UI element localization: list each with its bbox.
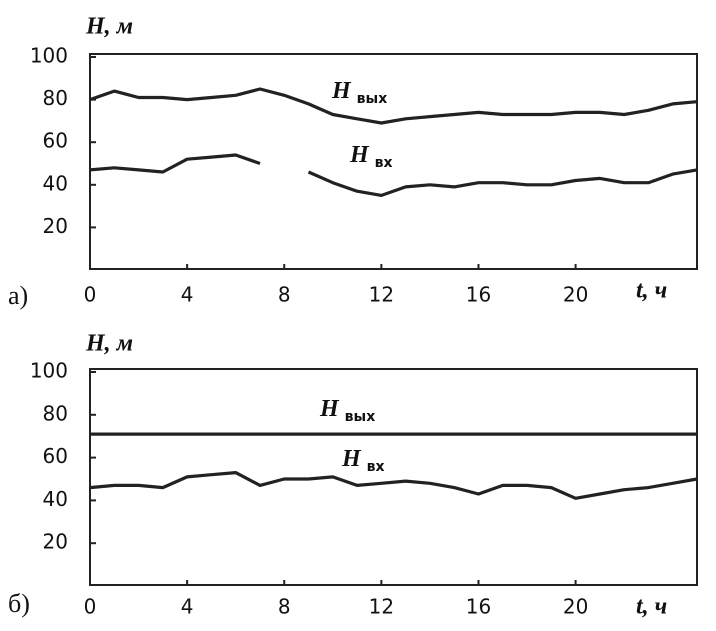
- x-tick-label: 8: [278, 595, 291, 619]
- plot-frame: [89, 368, 698, 586]
- y-tick-label: 60: [43, 129, 68, 153]
- x-tick-label: 12: [369, 595, 394, 619]
- series-name: H: [341, 446, 362, 472]
- series-name: H: [331, 78, 352, 104]
- x-tick-label: 4: [181, 283, 194, 307]
- series-name: H: [349, 142, 370, 168]
- y-axis-label: H, м: [85, 331, 133, 357]
- series-line: [89, 87, 698, 125]
- series-line: [89, 153, 698, 197]
- y-tick-label: 20: [43, 214, 68, 238]
- series-name-sub: вх: [375, 155, 393, 171]
- y-tick-label: 100: [30, 359, 68, 383]
- y-tick-label: 100: [30, 44, 68, 68]
- x-tick-label: 16: [466, 595, 491, 619]
- y-tick-label: 80: [43, 401, 68, 425]
- x-axis-label: t, ч: [636, 278, 667, 304]
- y-axis-label: H, м: [85, 14, 133, 40]
- x-tick-label: 16: [466, 283, 491, 307]
- series-name-sub: вх: [367, 459, 385, 475]
- x-tick-label: 8: [278, 283, 291, 307]
- x-tick-label: 4: [181, 595, 194, 619]
- x-tick-label: 20: [563, 283, 588, 307]
- y-tick-label: 20: [43, 530, 68, 554]
- x-tick-label: 20: [563, 595, 588, 619]
- series-name-sub: вых: [345, 409, 376, 425]
- panel-label: б): [8, 589, 30, 618]
- y-tick-label: 40: [43, 171, 68, 195]
- x-tick-label: 0: [84, 283, 97, 307]
- x-tick-label: 12: [369, 283, 394, 307]
- x-tick-label: 0: [84, 595, 97, 619]
- x-axis-label: t, ч: [636, 594, 667, 620]
- plot-frame: [89, 53, 698, 270]
- panel-label: а): [8, 281, 28, 310]
- series-line: [89, 471, 698, 500]
- y-tick-label: 40: [43, 487, 68, 511]
- y-tick-label: 60: [43, 444, 68, 468]
- y-tick-label: 80: [43, 86, 68, 110]
- series-name-sub: вых: [357, 91, 388, 107]
- series-name: H: [319, 396, 340, 422]
